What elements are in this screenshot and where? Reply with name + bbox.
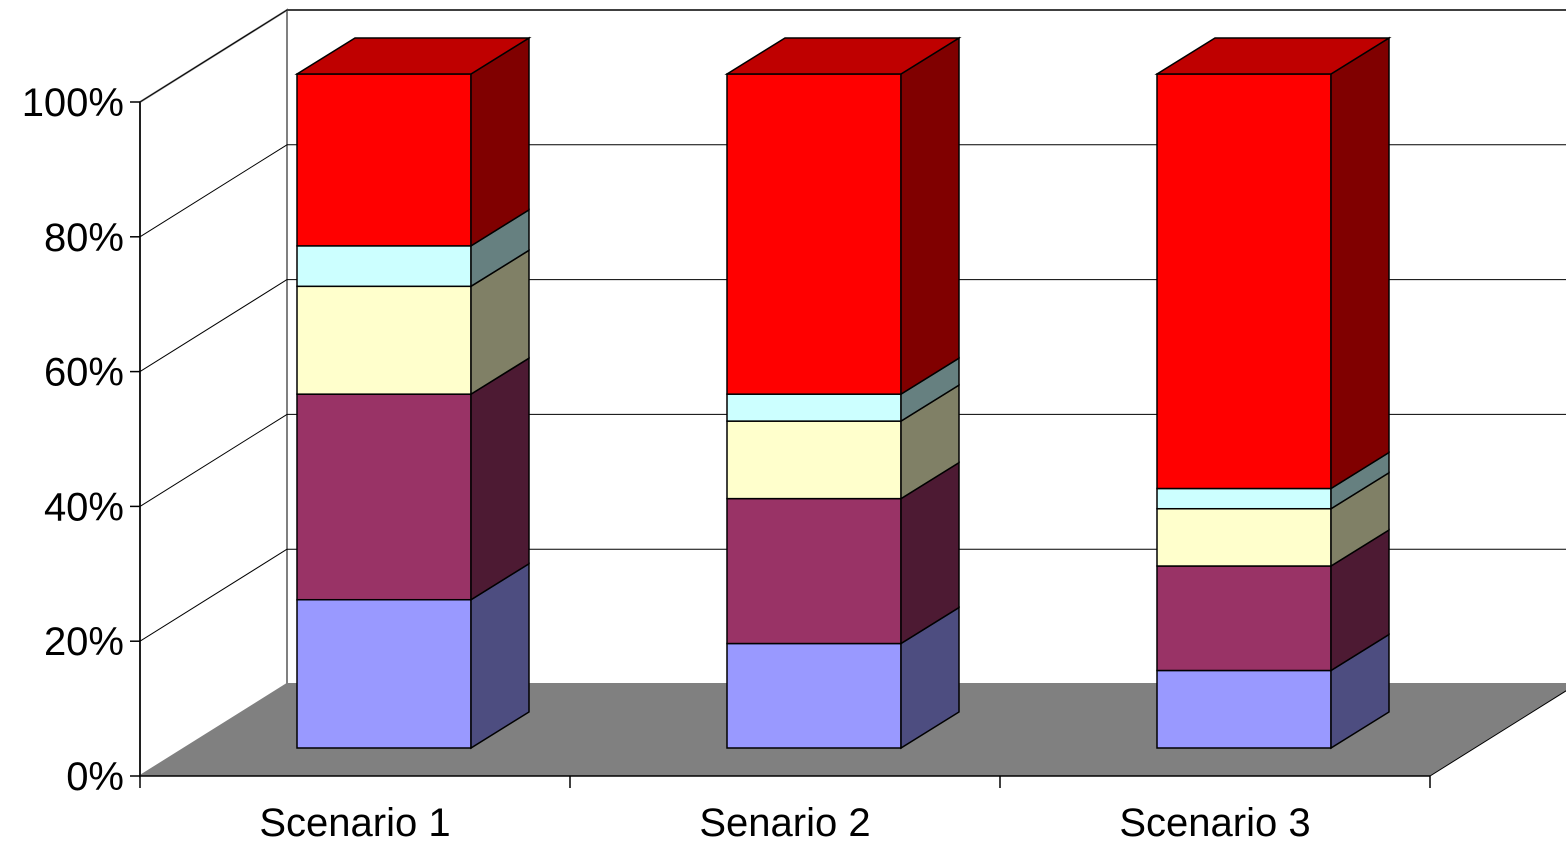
bar-segment-front <box>1156 565 1332 672</box>
y-tick-label: 80% <box>44 216 124 260</box>
gridline-side <box>139 144 288 238</box>
bar-segment <box>1156 471 1390 568</box>
bar-segment-front <box>726 420 902 500</box>
bar-segment-side <box>470 356 530 602</box>
x-category-label: Senario 2 <box>699 801 870 844</box>
x-category-label: Scenario 1 <box>259 801 450 844</box>
y-tick-label: 60% <box>44 351 124 395</box>
gridline-side <box>139 548 288 642</box>
labels: 0% 20% 40% 60% 80% 100% Scenario 1 Senario 2 Sce… <box>22 81 1311 844</box>
axes <box>130 101 1431 788</box>
bar-segment-front <box>1156 487 1332 510</box>
bar-segment <box>726 606 960 750</box>
bar-segment <box>1156 633 1390 750</box>
bar-segment-front <box>296 245 472 288</box>
bar-top <box>724 37 962 75</box>
bar-top <box>294 37 532 75</box>
bar-segment-side <box>900 36 960 396</box>
bar-segment <box>1156 528 1390 672</box>
y-tick-label: 40% <box>44 485 124 529</box>
bar-top <box>1154 37 1392 75</box>
gridline-side <box>139 9 288 103</box>
bar-segment-front <box>1156 669 1332 749</box>
bar-segment <box>296 356 530 602</box>
bar-segment <box>726 461 960 645</box>
bar-segment-front <box>726 497 902 645</box>
bar-stack <box>294 36 532 750</box>
bar-stack <box>724 36 962 750</box>
bar-segment <box>294 36 532 248</box>
bar-segment-front <box>1156 507 1332 567</box>
bar-segment-front <box>1156 73 1332 490</box>
bar-segment <box>296 562 530 750</box>
bar-segment-front <box>726 73 902 395</box>
bar-segment-front <box>296 73 472 247</box>
gridline-side <box>139 413 288 507</box>
bar-segment-front <box>726 642 902 749</box>
bars <box>294 36 1392 750</box>
bar-segment-front <box>296 285 472 395</box>
bar-stack <box>1154 36 1392 750</box>
y-tick-label: 20% <box>44 620 124 664</box>
bar-segment <box>724 36 962 396</box>
bar-segment <box>1154 36 1392 490</box>
bar-segment <box>726 356 960 423</box>
x-category-label: Scenario 3 <box>1119 801 1310 844</box>
bar-segment-side <box>1330 36 1390 490</box>
y-tick-label: 100% <box>22 81 124 125</box>
y-tick-label: 0% <box>66 755 124 799</box>
gridline-side <box>139 279 288 373</box>
bar-segment <box>726 383 960 500</box>
bar-segment-front <box>726 393 902 422</box>
bar-segment <box>296 208 530 288</box>
bar-segment-front <box>296 393 472 601</box>
bar-segment-front <box>296 598 472 749</box>
side-wall <box>139 8 288 778</box>
